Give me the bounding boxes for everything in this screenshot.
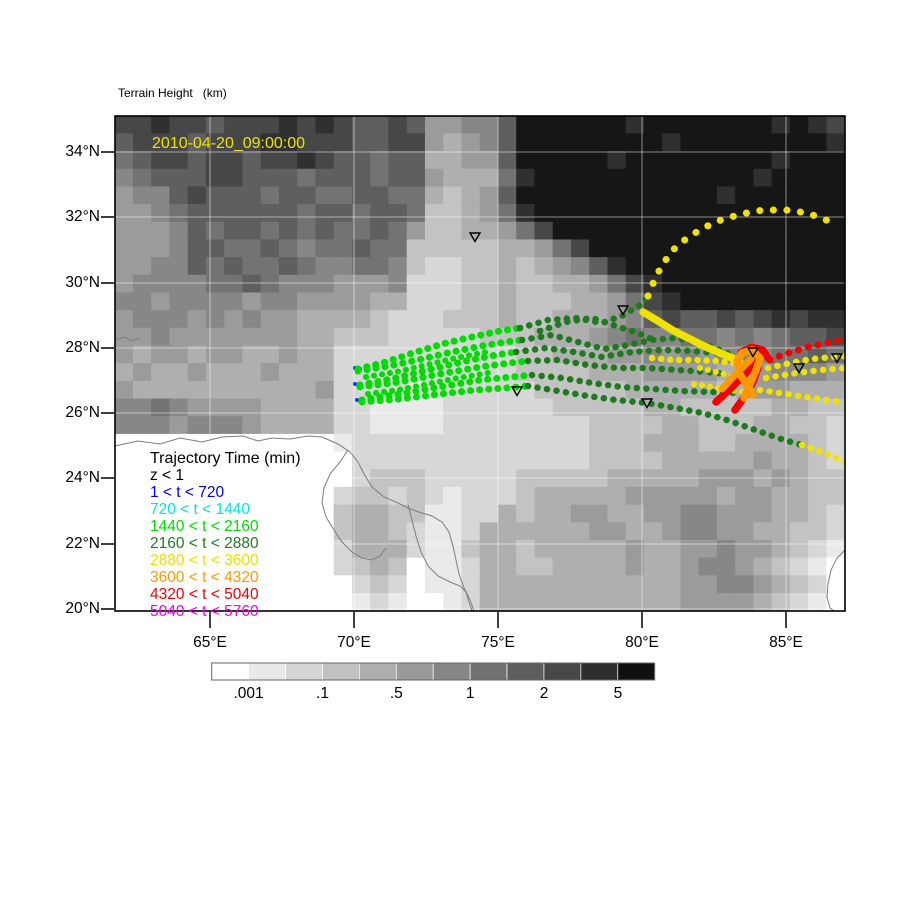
station-triangle-icon [468, 232, 482, 243]
trajectory-green-3 [356, 348, 520, 389]
map-frame [114, 115, 846, 612]
trajectory-yellow-e2 [762, 364, 845, 382]
lon-label-2: 75°E [481, 634, 515, 651]
lat-label-1: 32°N [65, 208, 100, 225]
station-triangle-icon [830, 353, 844, 364]
lat-label-6: 22°N [65, 535, 100, 552]
trajectory-yellow-corner [798, 441, 845, 466]
plot-title: Terrain Height (km) [118, 86, 227, 100]
trajectory-green-4 [356, 357, 532, 391]
lon-label-0: 65°E [193, 634, 227, 651]
trajectories [353, 206, 845, 466]
station-markers [468, 232, 844, 409]
trajectory-dgreen-5 [528, 371, 738, 397]
trajectory-yellow-e1 [764, 352, 845, 372]
lat-label-0: 34°N [65, 143, 100, 160]
legend-item-0: z < 1 [150, 467, 185, 484]
legend-item-5: 2880 < t < 3600 [150, 552, 259, 569]
trajectory-yellow-arc [644, 206, 841, 300]
lon-label-1: 70°E [337, 634, 371, 651]
colorbar-label-5: 5 [613, 685, 623, 702]
station-triangle-icon [640, 398, 654, 409]
station-triangle-icon [616, 305, 630, 316]
lon-label-3: 80°E [625, 634, 659, 651]
trajectory-dgreen-3 [512, 344, 738, 363]
legend-item-4: 2160 < t < 2880 [150, 535, 259, 552]
legend-item-2: 720 < t < 1440 [150, 501, 250, 518]
trajectory-dgreen-6 [524, 382, 806, 449]
lat-label-7: 20°N [65, 600, 100, 617]
station-triangle-icon [792, 363, 806, 374]
legend-item-8: 5040 < t < 5760 [150, 603, 259, 620]
lat-label-5: 24°N [65, 469, 100, 486]
lat-label-2: 30°N [65, 274, 100, 291]
trajectory-orange-hook [733, 346, 764, 402]
trajectory-dgreen-braid [536, 314, 660, 345]
colorbar-label-4: 2 [539, 685, 549, 702]
trajectory-orange-arc [718, 355, 755, 393]
lon-label-4: 85°E [769, 634, 803, 651]
legend-item-3: 1440 < t < 2160 [150, 518, 259, 535]
station-triangle-icon [746, 347, 760, 358]
colorbar-label-3: 1 [465, 685, 475, 702]
colorbar-label-1: .1 [316, 685, 329, 702]
trajectory-yellow-thick [639, 308, 744, 366]
legend-item-6: 3600 < t < 4320 [150, 569, 259, 586]
legend-item-7: 4320 < t < 5040 [150, 586, 259, 603]
colorbar [211, 662, 656, 681]
station-triangle-icon [510, 386, 524, 397]
trajectory-green-5 [358, 371, 536, 404]
legend-title: Trajectory Time (min) [150, 450, 301, 467]
date-label: 2010-04-20_09:00:00 [152, 135, 306, 152]
coastline [115, 336, 845, 611]
trajectory-red-dotted [766, 336, 845, 364]
trajectory-dgreen-4 [524, 356, 732, 378]
legend-item-1: 1 < t < 720 [150, 484, 225, 501]
trajectory-green-6 [358, 382, 532, 406]
trajectory-green-1 [354, 324, 524, 373]
trajectory-yellow-west [648, 354, 738, 367]
trajectory-yellow-se [756, 386, 845, 407]
lat-label-3: 28°N [65, 339, 100, 356]
lat-label-4: 26°N [65, 404, 100, 421]
colorbar-label-0: .001 [233, 685, 264, 702]
colorbar-label-2: .5 [389, 685, 403, 702]
